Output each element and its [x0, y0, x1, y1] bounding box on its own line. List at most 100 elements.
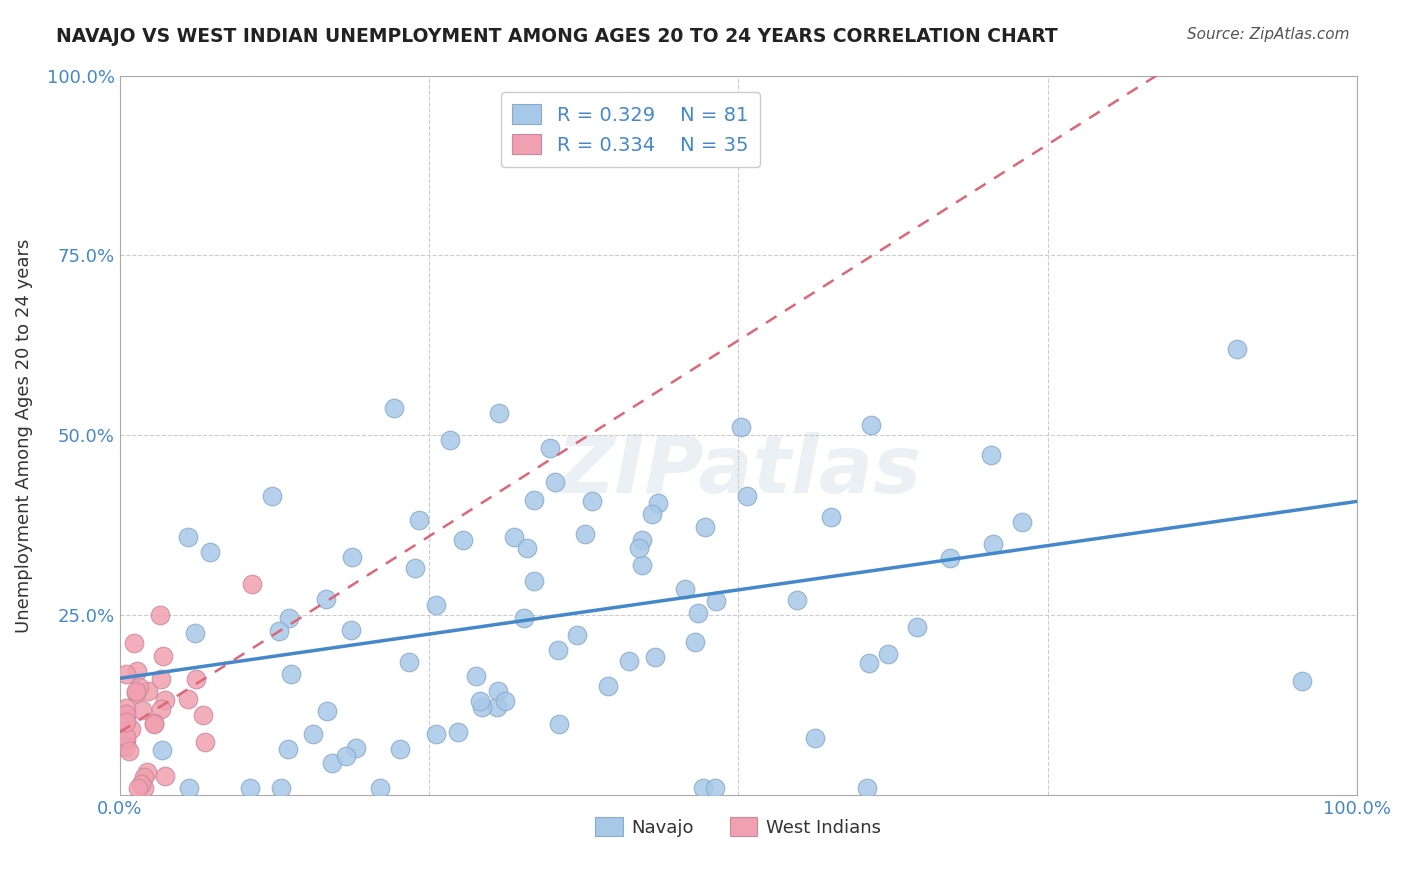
West Indians	[153, 769, 176, 783]
Navajo	[730, 419, 752, 434]
Navajo	[523, 574, 546, 588]
Navajo	[688, 606, 710, 620]
Navajo	[627, 541, 650, 555]
Navajo	[368, 781, 391, 796]
West Indians	[153, 693, 176, 707]
Navajo	[446, 725, 468, 739]
Navajo	[1291, 674, 1313, 689]
West Indians	[125, 683, 148, 698]
Navajo	[340, 550, 363, 565]
Navajo	[820, 510, 842, 524]
Navajo	[321, 756, 343, 770]
Navajo	[704, 781, 727, 796]
West Indians	[115, 701, 138, 715]
Navajo	[340, 623, 363, 637]
Text: Source: ZipAtlas.com: Source: ZipAtlas.com	[1187, 27, 1350, 42]
West Indians	[152, 648, 174, 663]
Navajo	[408, 513, 430, 527]
West Indians	[120, 722, 142, 736]
West Indians	[115, 730, 138, 744]
Navajo	[574, 526, 596, 541]
Navajo	[494, 694, 516, 708]
Navajo	[803, 731, 825, 745]
Navajo	[260, 489, 283, 503]
West Indians	[125, 664, 148, 678]
West Indians	[128, 681, 150, 695]
Navajo	[647, 496, 669, 510]
Navajo	[877, 647, 900, 661]
Navajo	[631, 533, 654, 548]
West Indians	[150, 672, 173, 686]
Navajo	[786, 593, 808, 607]
Navajo	[277, 610, 299, 624]
Navajo	[425, 598, 447, 612]
Y-axis label: Unemployment Among Ages 20 to 24 years: Unemployment Among Ages 20 to 24 years	[15, 238, 32, 632]
West Indians	[136, 684, 159, 698]
Navajo	[277, 742, 299, 756]
Navajo	[302, 727, 325, 741]
Navajo	[565, 628, 588, 642]
Navajo	[280, 666, 302, 681]
Navajo	[548, 716, 571, 731]
Navajo	[598, 680, 620, 694]
Navajo	[544, 475, 567, 489]
Navajo	[523, 492, 546, 507]
Navajo	[316, 704, 339, 718]
West Indians	[148, 608, 170, 623]
Navajo	[631, 558, 654, 573]
West Indians	[115, 713, 138, 727]
West Indians	[115, 740, 138, 755]
Navajo	[581, 493, 603, 508]
West Indians	[115, 715, 138, 730]
Navajo	[513, 611, 536, 625]
Navajo	[344, 741, 367, 756]
Navajo	[488, 407, 510, 421]
Navajo	[453, 533, 475, 547]
Navajo	[981, 537, 1004, 551]
West Indians	[142, 717, 165, 731]
Navajo	[905, 620, 928, 634]
Legend: Navajo, West Indians: Navajo, West Indians	[588, 810, 889, 844]
Navajo	[315, 592, 337, 607]
West Indians	[132, 770, 155, 784]
Navajo	[980, 448, 1002, 462]
Navajo	[150, 742, 173, 756]
West Indians	[131, 703, 153, 717]
West Indians	[240, 577, 263, 591]
Text: ZIPatlas: ZIPatlas	[555, 433, 921, 510]
West Indians	[127, 781, 149, 796]
Navajo	[335, 749, 357, 764]
West Indians	[129, 777, 152, 791]
Navajo	[858, 657, 880, 671]
West Indians	[122, 636, 145, 650]
Navajo	[198, 544, 221, 558]
Navajo	[547, 643, 569, 657]
West Indians	[184, 672, 207, 686]
Navajo	[184, 626, 207, 640]
Navajo	[404, 561, 426, 575]
Navajo	[388, 741, 411, 756]
Navajo	[398, 655, 420, 669]
Navajo	[938, 551, 960, 566]
Navajo	[503, 530, 526, 544]
Navajo	[683, 635, 706, 649]
West Indians	[115, 706, 138, 721]
West Indians	[194, 735, 217, 749]
Navajo	[673, 582, 696, 596]
West Indians	[115, 733, 138, 747]
West Indians	[150, 702, 173, 716]
Navajo	[644, 650, 666, 665]
Navajo	[1011, 515, 1033, 529]
Navajo	[382, 401, 405, 415]
Navajo	[735, 489, 758, 503]
Navajo	[486, 684, 509, 698]
Navajo	[177, 781, 200, 796]
West Indians	[142, 716, 165, 731]
West Indians	[177, 691, 200, 706]
Navajo	[1226, 343, 1249, 357]
West Indians	[132, 781, 155, 796]
Navajo	[856, 781, 879, 796]
Navajo	[425, 727, 447, 741]
Navajo	[239, 781, 262, 796]
Navajo	[439, 433, 461, 447]
